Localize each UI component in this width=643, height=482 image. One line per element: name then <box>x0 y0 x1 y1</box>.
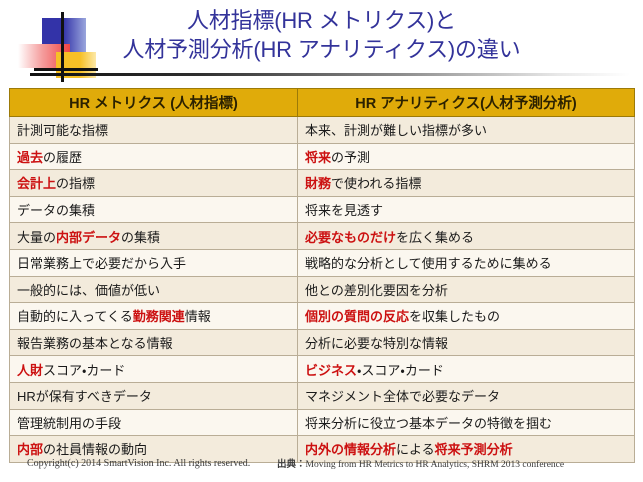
cell-text: 管理統制用の手段 <box>17 415 122 431</box>
cell-text: 将来を見透す <box>305 203 384 219</box>
title-block: 人材指標(HR メトリクス)と 人材予測分析(HR アナリティクス)の違い <box>0 0 643 88</box>
footer: Copyright(c) 2014 SmartVision Inc. All r… <box>0 455 643 482</box>
table-cell-left: 計測可能な指標 <box>9 116 298 144</box>
cell-text: 情報 <box>184 309 211 325</box>
cell-text: 本来、計測が難しい指標が多い <box>305 123 488 139</box>
page-title-line-2: 人材予測分析(HR アナリティクス)の違い <box>122 37 521 62</box>
highlighted-text: 内外の情報分析 <box>305 442 397 458</box>
cell-text: 他との差別化要因を分析 <box>305 282 448 298</box>
table-row: 管理統制用の手段 将来分析に役立つ基本データの特徴を掴む <box>9 408 635 437</box>
column-header-hr-analytics: HR アナリティクス(人材予測分析) <box>297 88 635 117</box>
cell-text: 自動的に入ってくる <box>17 309 133 325</box>
highlighted-text: 財務 <box>305 176 332 192</box>
cell-text: 一般的には、価値が低い <box>17 282 161 298</box>
cell-text: 日常業務上で必要だから入手 <box>17 256 187 272</box>
table-cell-left: 会計上の指標 <box>9 169 298 197</box>
table-cell-right: 内外の情報分析による将来予測分析 <box>297 435 635 463</box>
table-cell-right: 将来の予測 <box>297 142 635 171</box>
title-underline-rule <box>30 73 630 76</box>
table-cell-left: データの集積 <box>9 195 298 224</box>
table-cell-left: 管理統制用の手段 <box>9 408 298 437</box>
cell-text: で使われる指標 <box>331 176 422 192</box>
cell-text: を収集したもの <box>409 309 501 325</box>
cell-text: マネジメント全体で必要なデータ <box>305 389 501 405</box>
table-cell-right: マネジメント全体で必要なデータ <box>297 381 635 410</box>
highlighted-text: 内部 <box>17 442 44 458</box>
table-header: HR メトリクス (人材指標) HR アナリティクス(人材予測分析) <box>9 88 635 117</box>
cell-text: を広く集める <box>396 229 475 245</box>
cell-text: 報告業務の基本となる情報 <box>17 336 173 352</box>
cell-text: データの集積 <box>17 203 96 219</box>
highlighted-text: 会計上 <box>17 176 57 192</box>
cell-text: 計測可能な指標 <box>17 123 109 139</box>
highlighted-text: 過去 <box>17 149 44 165</box>
cell-text: スコア・カード <box>43 362 126 378</box>
table-cell-right: 個別の質問の反応を収集したもの <box>297 302 635 330</box>
cell-text: ・スコア・カード <box>357 362 444 378</box>
highlighted-text: 個別の質問の反応 <box>305 309 410 325</box>
table-row: 自動的に入ってくる勤務関連情報 個別の質問の反応を収集したもの <box>9 302 635 330</box>
table-cell-left: 一般的には、価値が低い <box>9 275 298 304</box>
table-cell-left: 自動的に入ってくる勤務関連情報 <box>9 302 298 330</box>
table-row: 会計上の指標 財務で使われる指標 <box>9 169 635 197</box>
table-cell-left: HRが保有すべきデータ <box>9 381 298 410</box>
column-header-hr-metrics: HR メトリクス (人材指標) <box>9 88 298 117</box>
table-cell-right: 戦略的な分析として使用するために集める <box>297 248 635 277</box>
table-cell-left: 大量の内部データの集積 <box>9 222 298 250</box>
cell-text: 将来分析に役立つ基本データの特徴を掴む <box>305 415 553 431</box>
table-row: 日常業務上で必要だから入手 戦略的な分析として使用するために集める <box>9 248 635 277</box>
table-cell-left: 日常業務上で必要だから入手 <box>9 248 298 277</box>
cell-text: の予測 <box>331 149 371 165</box>
table-cell-right: 他との差別化要因を分析 <box>297 275 635 304</box>
copyright-text: Copyright(c) 2014 SmartVision Inc. All r… <box>27 458 251 469</box>
table-header-row: HR メトリクス (人材指標) HR アナリティクス(人材予測分析) <box>9 88 635 117</box>
table-row: 過去の履歴 将来の予測 <box>9 142 635 171</box>
highlighted-text: 将来予測分析 <box>434 442 513 458</box>
cell-text: の指標 <box>56 176 96 192</box>
table-cell-right: 本来、計測が難しい指標が多い <box>297 116 635 144</box>
table-cell-right: 分析に必要な特別な情報 <box>297 328 635 357</box>
table-cell-left: 人財スコア・カード <box>9 355 298 383</box>
highlighted-text: 必要なものだけ <box>305 229 397 245</box>
logo-vertical-line <box>61 12 64 82</box>
table-cell-left: 報告業務の基本となる情報 <box>9 328 298 357</box>
highlighted-text: 人財 <box>17 362 44 378</box>
table-cell-right: 財務で使われる指標 <box>297 169 635 197</box>
cell-text: の集積 <box>121 229 161 245</box>
table-cell-left: 内部の社員情報の動向 <box>9 435 298 463</box>
highlighted-text: 勤務関連 <box>132 309 185 325</box>
table-cell-right: 将来を見透す <box>297 195 635 224</box>
cell-text: による <box>396 442 435 458</box>
table-row: 人財スコア・カード ビジネス・スコア・カード <box>9 355 635 383</box>
cell-text: 大量の <box>17 229 57 245</box>
table-cell-right: 将来分析に役立つ基本データの特徴を掴む <box>297 408 635 437</box>
highlighted-text: 将来 <box>305 149 332 165</box>
table-row: 内部の社員情報の動向 内外の情報分析による将来予測分析 <box>9 435 635 463</box>
table-cell-right: ビジネス・スコア・カード <box>297 355 635 383</box>
comparison-table: HR メトリクス (人材指標) HR アナリティクス(人材予測分析) 計測可能な… <box>9 88 635 463</box>
highlighted-text: ビジネス <box>305 362 358 378</box>
highlighted-text: 内部データ <box>56 229 122 245</box>
mondrian-logo-icon <box>16 12 102 86</box>
cell-text: の履歴 <box>43 149 83 165</box>
table-row: 計測可能な指標 本来、計測が難しい指標が多い <box>9 116 635 144</box>
table-cell-right: 必要なものだけを広く集める <box>297 222 635 250</box>
cell-text: の社員情報の動向 <box>43 442 148 458</box>
logo-horizontal-line <box>34 68 98 71</box>
cell-text: 分析に必要な特別な情報 <box>305 336 449 352</box>
cell-text: HRが保有すべきデータ <box>17 389 152 405</box>
page-title-line-1: 人材指標(HR メトリクス)と <box>187 8 456 33</box>
table-row: 報告業務の基本となる情報 分析に必要な特別な情報 <box>9 328 635 357</box>
page-title: 人材指標(HR メトリクス)と 人材予測分析(HR アナリティクス)の違い <box>0 6 643 64</box>
table-row: 一般的には、価値が低い 他との差別化要因を分析 <box>9 275 635 304</box>
table-row: 大量の内部データの集積 必要なものだけを広く集める <box>9 222 635 250</box>
table-row: HRが保有すべきデータ マネジメント全体で必要なデータ <box>9 381 635 410</box>
source-label: 出典： <box>277 460 306 470</box>
table-cell-left: 過去の履歴 <box>9 142 298 171</box>
source-note: 出典：Moving from HR Metrics to HR Analytic… <box>277 456 564 470</box>
table-body: 計測可能な指標 本来、計測が難しい指標が多い 過去の履歴 将来の予測 会計上の指標 財務で… <box>9 116 635 463</box>
table-row: データの集積 将来を見透す <box>9 195 635 224</box>
source-citation: Moving from HR Metrics to HR Analytics, … <box>305 460 565 470</box>
cell-text: 戦略的な分析として使用するために集める <box>305 256 552 272</box>
